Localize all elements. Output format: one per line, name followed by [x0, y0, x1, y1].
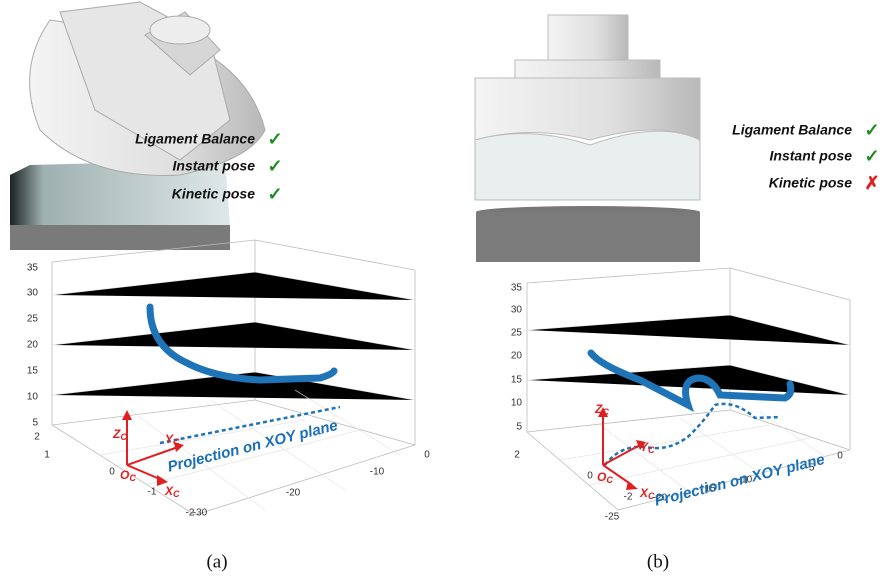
x-tick-label: -20	[286, 488, 301, 499]
checklist-item: Kinetic pose	[172, 186, 255, 202]
z-tick-label: 25	[27, 314, 39, 325]
projection-label: Projection on XOY plane	[653, 451, 827, 510]
z-tick-label: 5	[516, 422, 522, 433]
axis-label: XC	[164, 484, 180, 499]
z-tick-label: 20	[27, 340, 39, 351]
check-mark: ✓	[267, 184, 282, 204]
projection-label: Projection on XOY plane	[166, 417, 340, 476]
z-tick-label: 5	[32, 418, 38, 429]
z-tick-label: 10	[27, 392, 39, 403]
axis-label: ZC	[112, 427, 127, 442]
check-mark: ✓	[864, 120, 879, 140]
axis-label: OC	[120, 468, 136, 483]
y-tick-label: 1	[44, 450, 50, 461]
z-tick-label: 35	[27, 263, 39, 274]
y-tick-label: -2	[624, 492, 633, 503]
checklist-item: Instant pose	[173, 158, 256, 174]
check-mark: ✗	[864, 173, 879, 193]
z-tick-label: 15	[27, 366, 39, 377]
checklist-item: Kinetic pose	[769, 175, 852, 191]
check-mark: ✓	[267, 156, 282, 176]
x-tick-label: 0	[837, 451, 843, 462]
y-tick-label: 0	[587, 471, 593, 482]
axis-label-sub: C	[120, 432, 127, 442]
axis-label-sub: C	[173, 437, 180, 447]
z-tick-label: 20	[511, 351, 523, 362]
axis-label-sub: C	[602, 407, 609, 417]
checklist-item: Ligament Balance	[135, 131, 255, 147]
axis-label-sub: C	[129, 473, 136, 483]
caption: (a)	[206, 551, 227, 572]
figure: Ligament Balance ✓ Instant pose ✓ Kinetic po…	[0, 0, 885, 578]
axis-label-sub: C	[648, 445, 655, 455]
check-mark: ✓	[864, 146, 879, 166]
axis-label-sub: C	[173, 489, 180, 499]
checklist-item: Instant pose	[770, 148, 853, 164]
y-tick-label: 0	[109, 467, 115, 478]
x-tick-label: -25	[605, 512, 620, 523]
z-tick-label: 30	[27, 288, 39, 299]
y-tick-label: 2	[514, 450, 520, 461]
axis-label: OC	[597, 470, 613, 485]
check-mark: ✓	[267, 129, 282, 149]
x-tick-label: -10	[370, 467, 385, 478]
x-tick-label: -30	[193, 508, 208, 519]
axis-label: YC	[640, 440, 655, 455]
x-tick-label: 0	[424, 450, 430, 461]
implant-render-a	[10, 2, 265, 250]
checklist-item: Ligament Balance	[732, 122, 852, 138]
z-tick-label: 30	[511, 305, 523, 316]
y-tick-label: 2	[34, 432, 40, 443]
z-tick-label: 25	[511, 328, 523, 339]
axis-label: YC	[165, 432, 180, 447]
caption: (b)	[647, 551, 669, 572]
y-tick-label: -1	[148, 487, 157, 498]
implant-render-b	[475, 15, 700, 262]
axis-label: ZC	[594, 402, 609, 417]
z-tick-label: 10	[511, 398, 523, 409]
axis-label-sub: C	[606, 475, 613, 485]
z-tick-label: 15	[511, 375, 523, 386]
z-tick-label: 35	[511, 283, 523, 294]
